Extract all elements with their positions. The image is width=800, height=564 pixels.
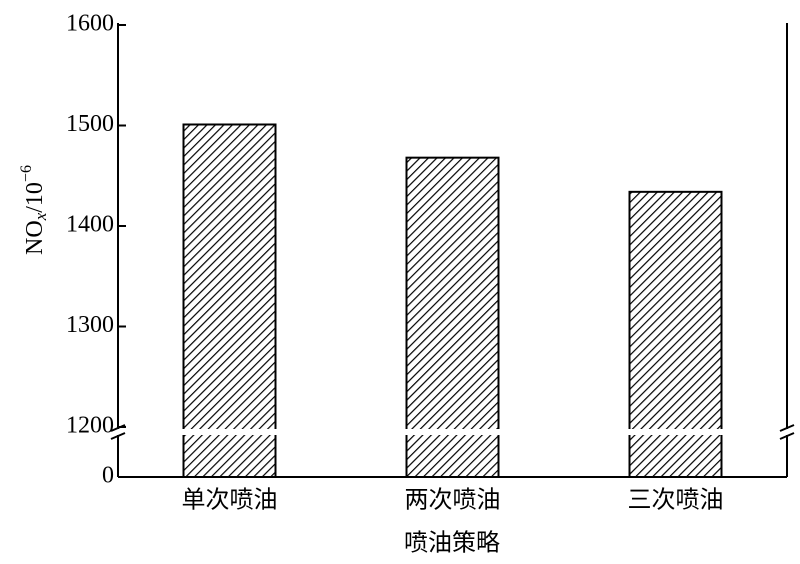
x-tick-label: 两次喷油 [405,487,501,514]
x-axis-label: 喷油策略 [404,530,500,557]
axis-break-mark [110,432,126,440]
axis-break-mark [110,424,126,432]
y-tick-label: 1500 [66,111,114,137]
x-tick-label: 单次喷油 [182,487,278,514]
axis-break-mark [779,424,795,432]
axis-break-band [119,429,786,435]
y-tick-label: 0 [102,463,114,489]
x-tick-label: 三次喷油 [628,487,724,514]
y-tick-label: 1600 [66,11,114,37]
bar [405,156,500,478]
axis-break-gap [115,429,121,435]
axis-break-mark [779,432,795,440]
y-tick-label: 1300 [66,312,114,338]
y-tick-label: 1400 [66,212,114,238]
bar [182,123,277,479]
axis-break-gap [784,429,790,435]
y-axis-label: NOx/10−6 [18,165,50,255]
y-tick-label: 1200 [66,413,114,439]
